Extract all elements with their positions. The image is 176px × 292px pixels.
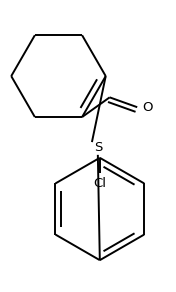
Text: O: O	[142, 101, 152, 114]
Text: S: S	[94, 141, 102, 154]
Text: Cl: Cl	[93, 177, 106, 190]
